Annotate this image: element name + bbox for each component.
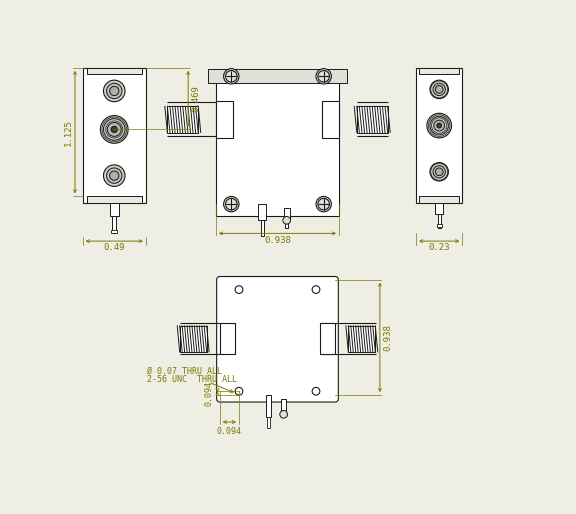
Circle shape [430,162,449,181]
Circle shape [283,216,290,224]
Circle shape [107,168,122,183]
Circle shape [107,83,122,99]
Bar [258,204,266,219]
Bar [348,326,376,352]
Text: 0.094: 0.094 [217,428,242,436]
Circle shape [109,171,119,180]
Text: 0.469: 0.469 [191,85,200,112]
Circle shape [312,388,320,395]
Circle shape [316,68,331,84]
Text: 0.23: 0.23 [429,244,450,252]
Circle shape [104,165,125,187]
Circle shape [109,86,119,96]
Circle shape [280,411,287,418]
Bar [83,68,146,203]
Circle shape [433,83,445,96]
Bar [208,69,347,83]
Circle shape [312,286,320,293]
Bar [111,230,118,233]
Bar [416,68,463,203]
Circle shape [223,196,239,212]
Bar [357,106,388,133]
Bar [285,221,288,228]
Circle shape [435,85,443,93]
Bar [320,323,335,354]
Bar [437,224,441,227]
Bar [322,101,339,138]
Text: 0.938: 0.938 [264,236,291,246]
Circle shape [430,80,449,99]
Circle shape [437,123,441,128]
Bar [283,208,290,221]
Bar [267,417,270,428]
Text: Ø 0.07 THRU ALL: Ø 0.07 THRU ALL [146,367,222,376]
Text: 1.125: 1.125 [64,119,73,145]
Text: 0.094: 0.094 [204,381,214,406]
Circle shape [107,122,121,136]
Circle shape [434,120,445,131]
Circle shape [433,166,445,178]
Text: 0.49: 0.49 [104,244,125,252]
Circle shape [100,116,128,143]
Bar [435,203,443,214]
Circle shape [435,168,443,176]
Bar [216,101,233,138]
Circle shape [223,68,239,84]
Circle shape [427,113,452,138]
Bar [219,323,235,354]
Bar [419,68,459,74]
Bar [109,203,119,216]
Circle shape [235,286,243,293]
Bar [86,68,142,74]
Circle shape [316,196,331,212]
Bar [168,106,198,133]
Bar [260,219,264,236]
Text: 2-56 UNC  THRU ALL: 2-56 UNC THRU ALL [146,375,237,383]
Circle shape [104,80,125,102]
Bar [112,216,116,233]
Circle shape [235,388,243,395]
Bar [281,399,286,414]
Bar [438,214,441,228]
Circle shape [430,116,449,135]
FancyBboxPatch shape [217,277,338,402]
Bar [266,395,271,417]
Circle shape [111,126,118,133]
Circle shape [104,119,125,140]
Bar [216,77,339,216]
Bar [419,196,459,203]
Bar [180,326,207,352]
Text: 0.938: 0.938 [384,324,393,351]
Bar [86,196,142,203]
